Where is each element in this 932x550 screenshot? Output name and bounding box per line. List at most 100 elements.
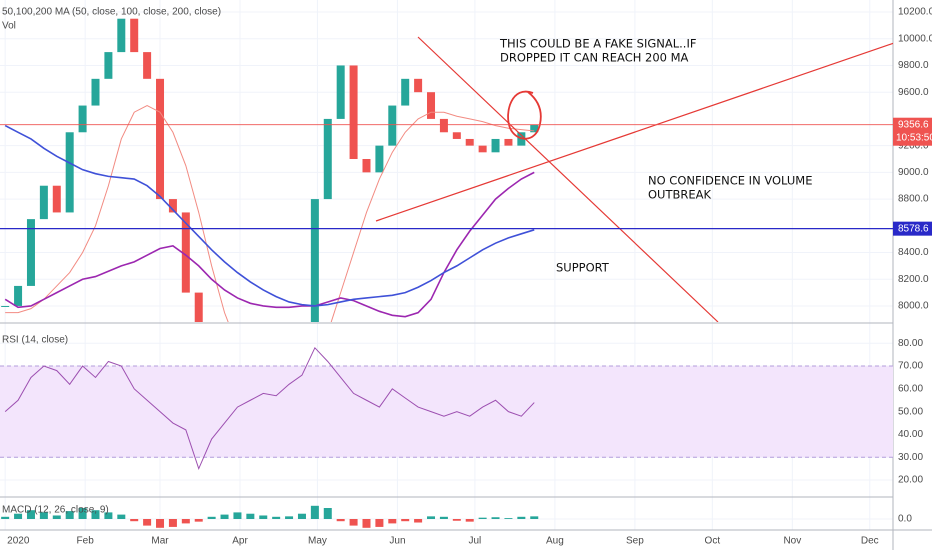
macd-bar: [362, 519, 371, 528]
macd-title: MACD (12, 26, close, 9): [2, 505, 109, 516]
candle: [156, 78, 165, 200]
ma-line: [5, 104, 535, 322]
x-tick-label: Aug: [546, 536, 564, 547]
y-tick-label: 9600.0: [898, 87, 929, 98]
rsi-title: RSI (14, close): [2, 335, 68, 346]
y-tick-label: 50.00: [898, 406, 923, 417]
candle: [401, 78, 410, 106]
macd-bar: [478, 517, 487, 519]
macd-bar: [143, 519, 152, 526]
macd-bar: [39, 512, 48, 519]
macd-bar: [465, 519, 474, 522]
macd-bar: [26, 510, 35, 519]
y-tick-label: 30.00: [898, 452, 923, 463]
candle: [504, 138, 513, 146]
candle: [362, 158, 371, 173]
circle-drawing: [507, 90, 542, 140]
macd-bar: [259, 515, 268, 519]
chart-title: 50,100,200 MA (50, close, 100, close, 20…: [2, 7, 221, 18]
y-tick-label: 8000.0: [898, 301, 929, 312]
annotation: DROPPED IT CAN REACH 200 MA: [500, 51, 689, 65]
macd-bar: [156, 519, 165, 528]
candle: [52, 185, 61, 213]
macd-bar: [65, 511, 74, 519]
macd-bar: [439, 516, 448, 519]
candle: [78, 105, 87, 133]
macd-bar: [104, 512, 113, 519]
candle: [414, 78, 423, 93]
candle: [181, 212, 190, 293]
candle: [388, 105, 397, 146]
macd-bar: [388, 519, 397, 524]
candle: [375, 145, 384, 173]
candle: [168, 199, 177, 213]
rsi-band: [0, 366, 893, 458]
ma-line: [4, 124, 535, 307]
candle: [14, 285, 23, 306]
macd-bar: [194, 519, 203, 522]
rsi-line: [4, 346, 535, 471]
candle: [491, 138, 500, 153]
y-tick-label: 80.00: [898, 338, 923, 349]
macd-bar: [168, 519, 177, 527]
macd-bar: [14, 513, 23, 519]
x-tick-label: Jul: [468, 536, 481, 547]
macd-bar: [310, 505, 319, 519]
candle: [91, 78, 100, 106]
candle: [427, 92, 436, 119]
macd-bar: [491, 517, 500, 519]
macd-bar: [246, 513, 255, 519]
annotation: NO CONFIDENCE IN VOLUME: [648, 174, 812, 188]
y-tick-label: 8200.0: [898, 274, 929, 285]
price-label-box: [893, 221, 932, 236]
macd-bar: [517, 516, 526, 519]
y-tick-label: 9000.0: [898, 167, 929, 178]
y-tick-label: 40.00: [898, 429, 923, 440]
price-label-box: [893, 117, 932, 146]
annotation: OUTBREAK: [648, 188, 712, 202]
y-tick-label: 70.00: [898, 361, 923, 372]
ma-line: [4, 171, 535, 318]
macd-bar: [78, 508, 87, 519]
annotation: THIS COULD BE A FAKE SIGNAL..IF: [499, 37, 696, 51]
macd-bar: [285, 516, 294, 519]
y-tick-label: 8400.0: [898, 247, 929, 258]
candle: [336, 65, 345, 119]
macd-bar: [349, 519, 358, 526]
y-tick-label: 9200.0: [898, 140, 929, 151]
macd-bar: [375, 519, 384, 527]
candle: [323, 118, 332, 200]
macd-bar: [117, 514, 126, 519]
candle: [310, 199, 319, 322]
macd-bar: [401, 519, 410, 522]
y-tick-label: 20.00: [898, 475, 923, 486]
x-tick-label: 2020: [7, 536, 30, 547]
x-tick-label: Feb: [77, 536, 95, 547]
y-tick-label: 60.00: [898, 383, 923, 394]
macd-bar: [336, 519, 345, 522]
candle: [130, 18, 139, 53]
price-label: 9356.6: [898, 119, 929, 130]
y-tick-label: 10200.0: [898, 7, 932, 18]
x-tick-label: Jun: [389, 536, 405, 547]
y-tick-label: 9800.0: [898, 60, 929, 71]
time-label: 10:53:50: [896, 132, 932, 143]
x-tick-label: Nov: [783, 536, 801, 547]
trend-line: [417, 36, 719, 322]
candle: [439, 118, 448, 133]
macd-bar: [207, 516, 216, 519]
x-tick-label: May: [308, 536, 327, 547]
macd-bar: [233, 512, 242, 519]
macd-bar: [181, 519, 190, 524]
macd-bar: [297, 513, 306, 519]
candle: [39, 185, 48, 220]
candle: [1, 305, 10, 307]
candle: [194, 292, 203, 322]
x-tick-label: Oct: [705, 536, 721, 547]
macd-bar: [91, 510, 100, 519]
x-tick-label: Mar: [151, 536, 169, 547]
annotation: SUPPORT: [556, 261, 610, 275]
drawings: [375, 36, 893, 322]
macd-bar: [452, 519, 461, 521]
